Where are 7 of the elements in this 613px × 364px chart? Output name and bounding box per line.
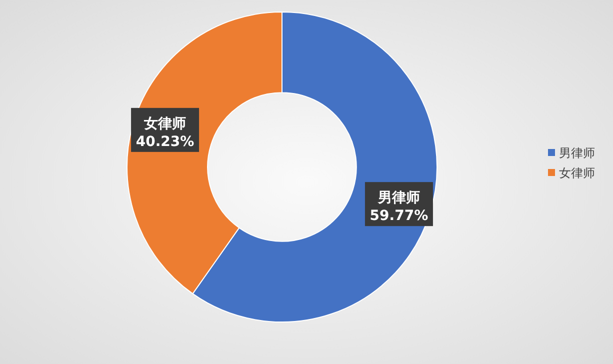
- legend-label: 女律师: [559, 166, 595, 180]
- legend: 男律师 女律师: [548, 146, 595, 180]
- data-label: 40.23%: [136, 134, 194, 150]
- slice-label: 男律师: [376, 190, 420, 206]
- slice-label: 男律师: [559, 146, 595, 160]
- data-label: 59.77%: [370, 208, 428, 224]
- slice-label: 女律师: [143, 116, 186, 132]
